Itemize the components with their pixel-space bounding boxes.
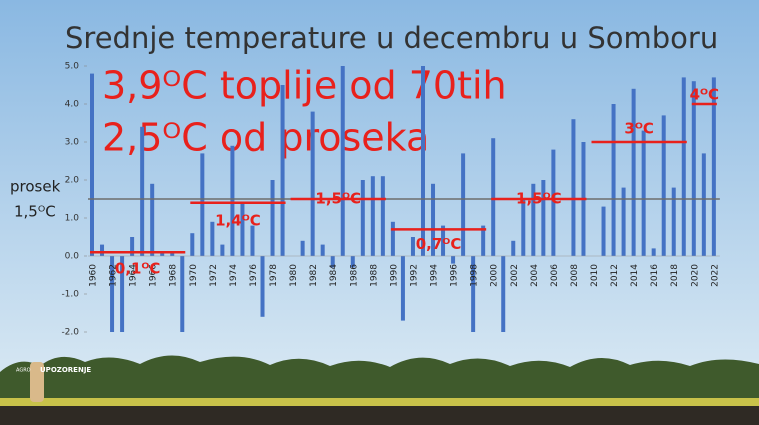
bar	[692, 81, 696, 256]
bar	[511, 241, 515, 256]
bar	[281, 85, 285, 256]
x-tick-label: 2018	[670, 264, 680, 287]
bar	[421, 66, 425, 256]
x-tick-label: 2000	[490, 264, 500, 287]
x-tick-label: 1998	[470, 264, 480, 287]
decade-average-label: 1,4ᴼC	[215, 211, 261, 229]
x-tick-label: 2010	[590, 264, 600, 287]
bar	[451, 256, 455, 264]
bar	[180, 256, 184, 332]
x-tick-label: 2022	[710, 264, 720, 287]
decade-average-label: 1,5ᴼC	[516, 190, 562, 208]
decade-average-label: 0,1ᴼC	[115, 260, 161, 278]
x-tick-label: 1960	[89, 264, 99, 287]
bar	[100, 245, 104, 256]
bar	[622, 188, 626, 256]
bar	[682, 77, 686, 256]
headline: 3,9ᴼC toplije od 70tih	[102, 64, 507, 108]
y-tick-label: 0.0	[65, 252, 80, 262]
x-tick-label: 2008	[570, 264, 580, 287]
bar	[632, 89, 636, 256]
logo-text: UPOZORENJE	[40, 366, 91, 374]
x-tick-label: 2006	[550, 264, 560, 287]
x-tick-label: 1968	[169, 264, 179, 287]
chart-title: Srednje temperature u decembru u Somboru	[65, 21, 718, 55]
field-strip	[0, 398, 759, 406]
x-tick-label: 1986	[349, 264, 359, 287]
x-tick-label: 1976	[249, 264, 259, 287]
x-tick-label: 2014	[630, 264, 640, 287]
y-tick-label: -1.0	[61, 290, 79, 300]
bar	[652, 248, 656, 256]
bar	[271, 180, 275, 256]
bar	[672, 188, 676, 256]
bar	[341, 66, 345, 256]
logo-text: AGRO	[16, 368, 31, 374]
y-tick-label: -2.0	[61, 328, 79, 338]
y-tick-label: 5.0	[65, 62, 80, 72]
average-label: prosek	[10, 178, 61, 196]
field	[0, 406, 759, 425]
x-tick-label: 2012	[610, 264, 620, 287]
bar	[200, 153, 204, 256]
bar	[662, 115, 666, 256]
y-tick-label: 1.0	[65, 214, 80, 224]
x-tick-label: 2020	[690, 264, 700, 287]
bar	[230, 146, 234, 256]
x-tick-label: 1972	[209, 264, 219, 287]
bar	[250, 226, 254, 256]
x-tick-label: 1982	[309, 264, 319, 287]
bar	[150, 184, 154, 256]
bar	[401, 256, 405, 321]
x-tick-label: 1984	[329, 264, 339, 287]
bar	[411, 237, 415, 256]
decade-average-label: 3ᴼC	[624, 120, 653, 138]
bar	[571, 119, 575, 256]
bar	[371, 176, 375, 256]
decade-average-label: 4ᴼC	[690, 86, 719, 104]
x-tick-label: 1988	[369, 264, 379, 287]
bar	[311, 112, 315, 256]
x-tick-label: 1980	[289, 264, 299, 287]
bar	[220, 245, 224, 256]
bar	[391, 222, 395, 256]
bar	[521, 199, 525, 256]
bar	[361, 180, 365, 256]
x-tick-label: 2004	[530, 264, 540, 287]
bar	[602, 207, 606, 256]
x-tick-label: 2016	[650, 264, 660, 287]
bar	[190, 233, 194, 256]
x-tick-label: 1974	[229, 264, 239, 287]
x-tick-label: 1996	[450, 264, 460, 287]
bar	[501, 256, 505, 332]
bar	[642, 131, 646, 256]
decade-average-label: 0,7ᴼC	[416, 235, 462, 253]
x-tick-label: 2002	[510, 264, 520, 287]
x-tick-label: 1994	[430, 264, 440, 287]
x-tick-label: 1978	[269, 264, 279, 287]
y-tick-label: 2.0	[65, 176, 80, 186]
bar	[491, 138, 495, 256]
bar	[461, 153, 465, 256]
bar	[612, 104, 616, 256]
x-tick-label: 1992	[409, 264, 419, 287]
bar	[261, 256, 265, 317]
bar	[381, 176, 385, 256]
headline: 2,5ᴼC od proseka	[102, 116, 429, 160]
bar	[321, 245, 325, 256]
bar	[140, 127, 144, 256]
y-tick-label: 4.0	[65, 100, 80, 110]
x-tick-label: 1970	[189, 264, 199, 287]
average-value-label: 1,5ᴼC	[14, 203, 56, 221]
bar	[702, 153, 706, 256]
bar	[210, 222, 214, 256]
y-tick-label: 3.0	[65, 138, 80, 148]
chart: Srednje temperature u decembru u Somboru…	[0, 0, 759, 425]
x-tick-label: 1990	[389, 264, 399, 287]
decade-average-label: 1,5ᴼC	[315, 190, 361, 208]
bar	[301, 241, 305, 256]
bar	[90, 74, 94, 256]
